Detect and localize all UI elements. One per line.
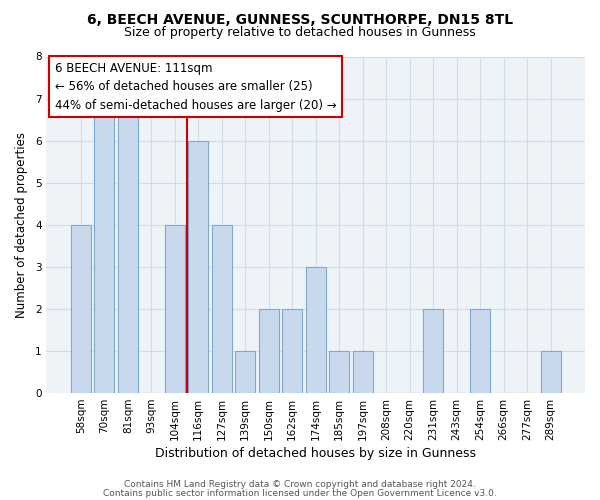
Bar: [235, 351, 255, 393]
X-axis label: Distribution of detached houses by size in Gunness: Distribution of detached houses by size …: [155, 447, 476, 460]
Text: 6 BEECH AVENUE: 111sqm
← 56% of detached houses are smaller (25)
44% of semi-det: 6 BEECH AVENUE: 111sqm ← 56% of detached…: [55, 62, 336, 112]
Bar: [423, 309, 443, 393]
Bar: [71, 225, 91, 393]
Bar: [165, 225, 185, 393]
Bar: [212, 225, 232, 393]
Text: Contains HM Land Registry data © Crown copyright and database right 2024.: Contains HM Land Registry data © Crown c…: [124, 480, 476, 489]
Bar: [353, 351, 373, 393]
Bar: [188, 140, 208, 393]
Text: 6, BEECH AVENUE, GUNNESS, SCUNTHORPE, DN15 8TL: 6, BEECH AVENUE, GUNNESS, SCUNTHORPE, DN…: [87, 12, 513, 26]
Bar: [282, 309, 302, 393]
Bar: [329, 351, 349, 393]
Bar: [94, 98, 115, 393]
Text: Contains public sector information licensed under the Open Government Licence v3: Contains public sector information licen…: [103, 488, 497, 498]
Text: Size of property relative to detached houses in Gunness: Size of property relative to detached ho…: [124, 26, 476, 39]
Bar: [541, 351, 560, 393]
Bar: [259, 309, 279, 393]
Bar: [118, 98, 138, 393]
Bar: [470, 309, 490, 393]
Y-axis label: Number of detached properties: Number of detached properties: [15, 132, 28, 318]
Bar: [306, 267, 326, 393]
